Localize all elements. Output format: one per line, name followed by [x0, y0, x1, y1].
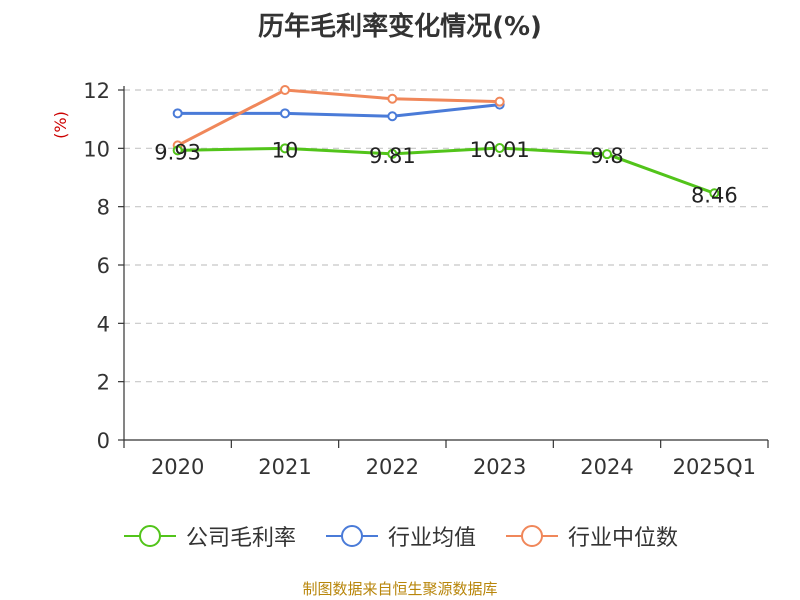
- legend-label: 行业均值: [387, 526, 476, 551]
- y-tick-label: 6: [97, 254, 110, 278]
- y-tick-label: 0: [97, 429, 110, 453]
- series-line: [177, 103, 500, 118]
- y-tick-label: 2: [97, 371, 110, 395]
- data-point: [172, 108, 183, 119]
- data-point: [280, 85, 290, 95]
- data-point: [280, 108, 290, 119]
- data-point: [172, 145, 183, 156]
- legend-label: 公司毛利率: [185, 526, 296, 551]
- source-note: 制图数据来自恒生聚源数据库: [302, 580, 498, 598]
- data-point: [602, 149, 612, 160]
- data-labels: 9.93 10 9.81 10.01 9.8 8.46: [154, 138, 737, 207]
- data-point: [280, 143, 290, 154]
- x-tick-label: 2022: [366, 455, 419, 479]
- data-point: [494, 96, 505, 107]
- data-label: 10: [272, 138, 299, 162]
- data-point: [387, 111, 398, 122]
- y-tick-label: 12: [83, 79, 110, 103]
- legend: 公司毛利率 行业均值 行业中位数: [0, 520, 800, 552]
- axes: 0 2 4 6 8 10 12 2020 2021 2022 2023 2024 2025Q1: [83, 79, 769, 479]
- x-tick-label: 2023: [473, 455, 526, 479]
- x-tick-label: 2021: [258, 455, 311, 479]
- series-line: [176, 88, 500, 147]
- data-label: 9.93: [154, 140, 201, 164]
- x-tick-label: 2020: [151, 455, 204, 479]
- grid-lines: [124, 89, 768, 383]
- legend-item[interactable]: 行业均值: [324, 520, 476, 552]
- series-lines: [172, 85, 720, 199]
- legend-item[interactable]: 行业中位数: [504, 520, 678, 552]
- y-tick-label: 8: [97, 196, 110, 220]
- x-tick-label: 2024: [580, 455, 633, 479]
- series-line: [177, 146, 715, 195]
- legend-label: 行业中位数: [568, 526, 679, 551]
- data-point: [494, 143, 505, 154]
- x-tick-label: 2025Q1: [673, 455, 756, 479]
- data-label: 9.81: [369, 144, 416, 168]
- legend-swatch-icon: [123, 525, 176, 547]
- data-label: 9.8: [590, 144, 623, 168]
- legend-swatch-icon: [325, 525, 378, 547]
- data-label: 8.46: [691, 183, 738, 207]
- data-point: [387, 93, 398, 104]
- data-point: [387, 148, 398, 159]
- y-tick-label: 10: [83, 137, 110, 161]
- y-tick-label: 4: [97, 312, 110, 336]
- legend-item[interactable]: 公司毛利率: [122, 520, 296, 552]
- data-point: [709, 188, 720, 199]
- y-axis-label: (%): [51, 111, 70, 139]
- legend-swatch-icon: [506, 525, 558, 547]
- chart-title: 历年毛利率变化情况(%): [258, 12, 542, 42]
- data-label: 10.01: [470, 138, 530, 162]
